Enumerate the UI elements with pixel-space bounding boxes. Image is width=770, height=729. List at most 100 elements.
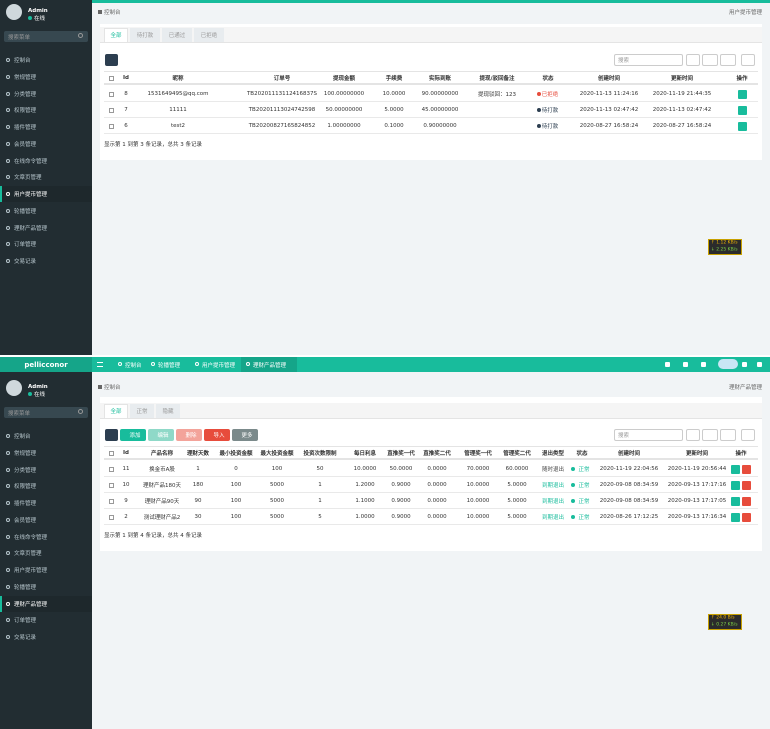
checkbox[interactable] — [109, 450, 114, 456]
edit-button[interactable] — [737, 121, 747, 131]
menu-icon — [6, 534, 10, 539]
menu-label: 用户提币管理 — [14, 192, 48, 198]
column-header: 最大投资金额 — [260, 451, 294, 457]
menu-toggle[interactable] — [97, 362, 103, 367]
menu-icon — [6, 450, 10, 455]
tab[interactable] — [130, 404, 154, 418]
column-header: 状态 — [542, 76, 554, 82]
menu-search-placeholder: 搜索菜单 — [8, 35, 31, 41]
toolbar-icon-button[interactable] — [720, 429, 736, 441]
tab[interactable] — [104, 28, 128, 42]
menu-icon — [6, 434, 10, 438]
search-box[interactable] — [614, 54, 683, 66]
menu-label: 在线命令管理 — [14, 158, 48, 165]
toolbar-icon-button[interactable] — [741, 54, 755, 66]
menu-item[interactable] — [0, 595, 92, 612]
cell: 9 — [124, 498, 128, 504]
status: 正常 — [578, 499, 590, 505]
header-icon[interactable] — [742, 362, 747, 367]
toolbar-button-label[interactable]: 编辑 — [157, 433, 169, 439]
user-name: Admin — [28, 384, 48, 390]
toolbar-button[interactable] — [148, 429, 174, 441]
cell: 2020-11-19 21:44:35 — [652, 91, 712, 97]
cell: 90.00000000 — [421, 91, 459, 97]
toolbar-button-label[interactable]: 添加 — [129, 433, 141, 439]
header-icon[interactable] — [701, 362, 706, 367]
nav-tab[interactable]: 控制台 — [125, 362, 142, 369]
tab-label[interactable]: 已通过 — [168, 33, 186, 39]
toolbar-icon-button[interactable] — [702, 54, 718, 66]
menu-label: 常规管理 — [14, 450, 37, 457]
tab-label[interactable]: 隐藏 — [162, 409, 174, 415]
delete-button[interactable] — [742, 464, 751, 474]
refresh-button[interactable] — [105, 429, 118, 441]
search-box[interactable] — [614, 429, 683, 441]
checkbox[interactable] — [109, 75, 114, 81]
checkbox[interactable] — [109, 123, 114, 129]
nav-tab[interactable]: 轮播管理 — [158, 362, 181, 369]
menu-label: 文章页管理 — [14, 551, 42, 558]
tab-label[interactable]: 待打款 — [136, 33, 154, 39]
menu-label: 轮播管理 — [14, 584, 37, 591]
cell: 2020-11-19 22:04:56 — [599, 466, 659, 472]
checkbox[interactable] — [109, 514, 114, 520]
header-icon[interactable] — [683, 362, 688, 367]
tab[interactable] — [130, 28, 160, 42]
nav-tab[interactable]: 理财产品管理 — [253, 362, 287, 369]
refresh-button[interactable] — [105, 54, 118, 66]
checkbox[interactable] — [109, 107, 114, 113]
menu-label: 交易记录 — [14, 635, 37, 641]
edit-button[interactable] — [737, 89, 747, 99]
delete-button[interactable] — [742, 496, 751, 506]
edit-button[interactable] — [731, 496, 740, 506]
nav-tab-active[interactable] — [241, 357, 297, 372]
menu-search[interactable] — [4, 31, 88, 42]
nav-tab[interactable]: 用户提币管理 — [202, 362, 236, 369]
header-icon[interactable] — [665, 362, 670, 367]
toolbar-icon-button[interactable] — [741, 429, 755, 441]
cell: test2 — [170, 123, 186, 129]
menu-icon — [6, 618, 10, 623]
menu-item[interactable] — [0, 186, 92, 202]
cell: 换金币A股 — [149, 467, 175, 473]
toolbar-icon-button[interactable] — [702, 429, 718, 441]
checkbox[interactable] — [109, 482, 114, 488]
delete-button[interactable] — [742, 480, 751, 490]
column-header: 产品名称 — [150, 451, 174, 457]
tab[interactable] — [104, 404, 128, 418]
checkbox[interactable] — [109, 466, 114, 472]
edit-button[interactable] — [731, 480, 740, 490]
toolbar-button[interactable] — [204, 429, 230, 441]
tab-label[interactable]: 正常 — [136, 409, 148, 415]
tab[interactable] — [156, 404, 180, 418]
toolbar-button-label[interactable]: 删除 — [185, 433, 197, 439]
toolbar-icon-button[interactable] — [686, 54, 700, 66]
toolbar-button[interactable] — [232, 429, 258, 441]
column-header: 每日利息 — [353, 451, 377, 457]
tab[interactable] — [162, 28, 192, 42]
tab-label[interactable]: 全部 — [110, 409, 122, 415]
delete-button[interactable] — [742, 512, 751, 522]
cell: 2020-09-08 08:34:59 — [599, 482, 659, 488]
status: 正常 — [578, 483, 590, 489]
checkbox[interactable] — [109, 91, 114, 97]
toolbar-button[interactable] — [176, 429, 202, 441]
toolbar-button[interactable] — [120, 429, 146, 441]
tab[interactable] — [194, 28, 224, 42]
header-icon[interactable] — [757, 362, 762, 367]
toolbar-button-label[interactable]: 更多 — [241, 433, 253, 439]
cell: 10.0000 — [353, 466, 377, 472]
edit-button[interactable] — [731, 512, 740, 522]
edit-button[interactable] — [737, 105, 747, 115]
menu-search[interactable] — [4, 407, 88, 418]
toolbar-icon-button[interactable] — [686, 429, 700, 441]
tab-label[interactable]: 已拒绝 — [200, 33, 218, 39]
checkbox[interactable] — [109, 498, 114, 504]
menu-icon — [6, 175, 10, 180]
toolbar-button-label[interactable]: 导入 — [213, 433, 225, 439]
tab-label[interactable]: 全部 — [110, 33, 122, 39]
table-footer: 显示第 1 到第 3 条记录，总共 3 条记录 — [104, 142, 202, 148]
toolbar-icon-button[interactable] — [720, 54, 736, 66]
cell: 11 — [122, 466, 130, 472]
edit-button[interactable] — [731, 464, 740, 474]
